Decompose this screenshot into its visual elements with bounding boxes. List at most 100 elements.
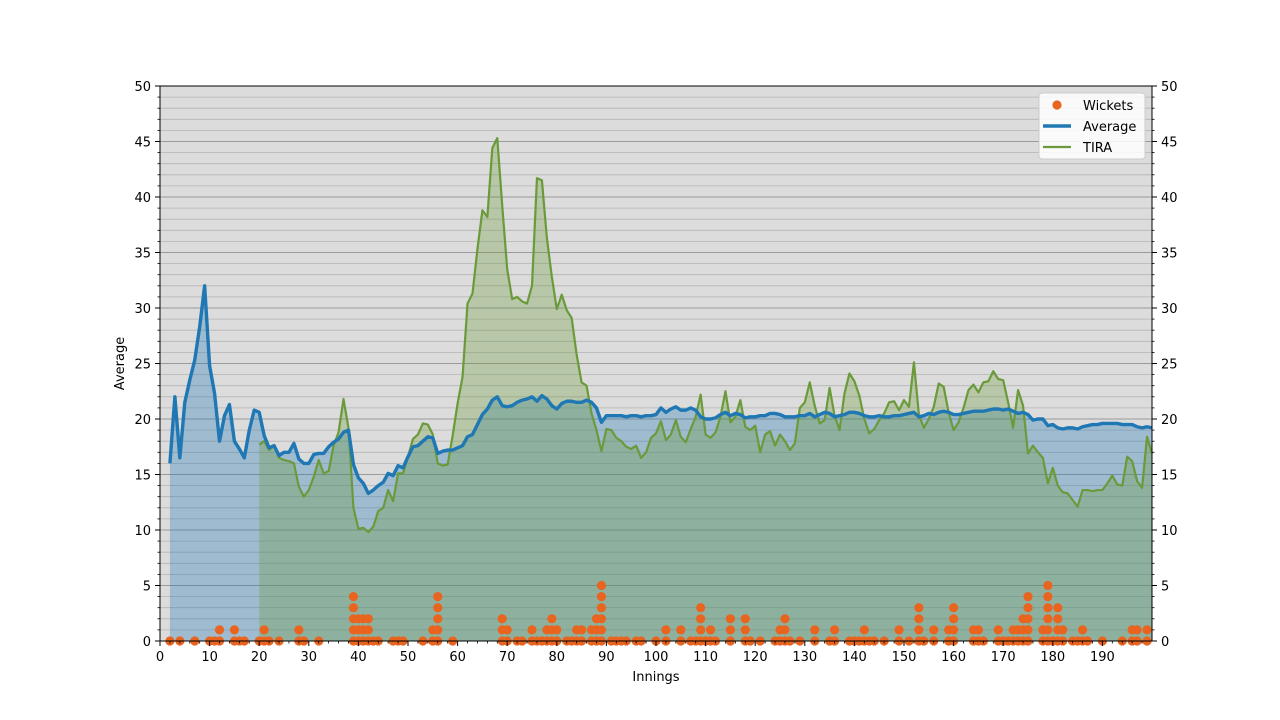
wicket-point — [363, 625, 373, 635]
y-tick-label-right: 25 — [1161, 358, 1178, 373]
wicket-point — [696, 603, 706, 613]
wicket-point — [547, 614, 557, 624]
x-tick-label: 130 — [792, 650, 817, 665]
x-tick-label: 40 — [350, 650, 367, 665]
wicket-point — [894, 625, 904, 635]
x-axis-title: Innings — [632, 670, 679, 685]
axis-ticks — [155, 85, 1157, 646]
wicket-point — [780, 625, 790, 635]
y-axis-title: Average — [113, 337, 128, 390]
wicket-point — [914, 614, 924, 624]
x-tick-label: 70 — [499, 650, 516, 665]
wicket-point — [259, 625, 269, 635]
y-tick-label-left: 15 — [134, 469, 151, 484]
wicket-point — [1053, 614, 1063, 624]
x-tick-label: 60 — [449, 650, 466, 665]
wicket-point — [929, 625, 939, 635]
series-fills — [169, 138, 1153, 642]
wicket-point — [914, 603, 924, 613]
wicket-point — [527, 625, 537, 635]
y-tick-label-left: 30 — [134, 302, 151, 317]
average-line — [168, 284, 1153, 496]
wicket-point — [577, 625, 587, 635]
y-tick-label-right: 40 — [1161, 191, 1178, 206]
x-tick-label: 110 — [693, 650, 718, 665]
legend-marker-wickets — [1052, 100, 1062, 110]
wicket-point — [1043, 580, 1053, 591]
wicket-point — [1023, 625, 1033, 635]
wicket-point — [497, 614, 507, 624]
legend-label-tira: TIRA — [1082, 141, 1112, 156]
legend-box — [1038, 92, 1146, 160]
wicket-point — [696, 614, 706, 624]
wicket-point — [433, 625, 443, 635]
wicket-point — [1142, 625, 1152, 635]
x-tick-label: 170 — [991, 650, 1016, 665]
y-tick-label-left: 10 — [134, 524, 151, 539]
wicket-point — [1023, 603, 1033, 613]
legend-label-wickets: Wickets — [1083, 99, 1133, 114]
x-tick-label: 150 — [892, 650, 917, 665]
wicket-point — [949, 603, 959, 613]
y-tick-label-left: 45 — [134, 136, 151, 151]
wicket-point — [829, 625, 840, 635]
axis-tick-labels: 0 10 20 30 40 50 60 70 80 90 100 110 120 130 140 150 160… — [134, 80, 1177, 665]
wicket-point — [949, 614, 959, 624]
x-tick-label: 160 — [941, 650, 966, 665]
wicket-point — [1043, 592, 1053, 602]
x-tick-label: 20 — [251, 650, 268, 665]
x-tick-label: 120 — [743, 650, 768, 665]
wicket-point — [696, 625, 706, 635]
wicket-point — [1043, 603, 1053, 613]
wicket-point — [433, 592, 443, 602]
wicket-point — [1077, 625, 1088, 635]
wicket-point — [1132, 625, 1142, 635]
wicket-point — [229, 625, 239, 635]
y-tick-label-right: 5 — [1161, 580, 1169, 595]
wicket-point — [214, 625, 225, 635]
legend-label-average: Average — [1083, 120, 1136, 135]
wicket-point — [661, 625, 671, 635]
wicket-point — [363, 614, 373, 624]
y-tick-label-left: 40 — [134, 191, 151, 206]
wicket-point — [725, 625, 736, 635]
wicket-point — [1043, 625, 1053, 635]
wicket-point — [1043, 614, 1053, 624]
wicket-point — [740, 625, 750, 635]
wicket-point — [596, 580, 607, 591]
wicket-point — [859, 625, 869, 635]
x-tick-label: 180 — [1040, 650, 1065, 665]
average-area — [169, 285, 1153, 641]
y-tick-label-right: 15 — [1161, 469, 1178, 484]
wicket-point — [973, 625, 984, 635]
wicket-point — [294, 625, 304, 635]
y-tick-label-left: 25 — [134, 358, 151, 373]
wicket-point — [596, 592, 607, 602]
x-tick-label: 50 — [400, 650, 417, 665]
x-tick-label: 10 — [201, 650, 218, 665]
y-tick-label-left: 0 — [143, 635, 151, 650]
y-tick-label-right: 50 — [1161, 80, 1178, 95]
wicket-point — [348, 603, 359, 613]
wicket-point — [1058, 625, 1068, 635]
wicket-point — [596, 625, 607, 635]
x-tick-label: 100 — [644, 650, 669, 665]
wicket-point — [725, 614, 736, 624]
wicket-point — [1023, 592, 1033, 602]
y-tick-label-right: 45 — [1161, 136, 1178, 151]
x-tick-label: 80 — [549, 650, 566, 665]
wicket-point — [949, 625, 959, 635]
x-tick-label: 30 — [301, 650, 318, 665]
wicket-point — [1023, 614, 1033, 624]
x-tick-label: 140 — [842, 650, 867, 665]
x-tick-label: 0 — [156, 650, 164, 665]
wicket-point — [740, 614, 750, 624]
y-tick-label-right: 10 — [1161, 524, 1178, 539]
x-tick-label: 190 — [1090, 650, 1115, 665]
wicket-point — [433, 614, 443, 624]
minor-gridlines — [160, 96, 1152, 631]
wicket-point — [433, 603, 443, 613]
tira-area — [259, 138, 1152, 642]
y-tick-label-right: 35 — [1161, 247, 1178, 262]
